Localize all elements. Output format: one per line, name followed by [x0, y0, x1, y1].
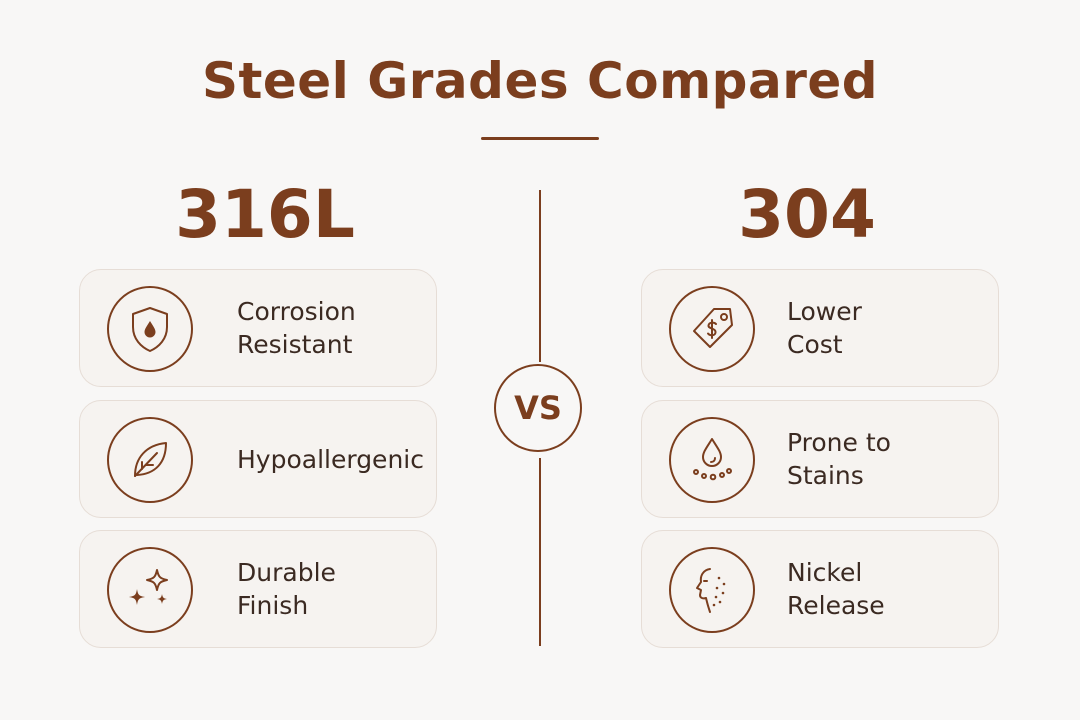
feature-card-corrosion-resistant: Corrosion Resistant [79, 269, 437, 387]
feature-card-nickel-release: Nickel Release [641, 530, 999, 648]
page-title: Steel Grades Compared [201, 52, 879, 110]
leaf-icon [107, 417, 193, 503]
feature-label: Lower Cost [787, 297, 862, 359]
vs-badge: VS [494, 364, 582, 452]
grade-316l-heading: 316L [175, 176, 355, 253]
feature-card-hypoallergenic: Hypoallergenic [79, 400, 437, 518]
grade-304-heading: 304 [738, 176, 876, 253]
feature-card-durable-finish: Durable Finish [79, 530, 437, 648]
feature-label: Corrosion Resistant [237, 297, 356, 359]
feature-label: Nickel Release [787, 558, 885, 620]
price-tag-icon [669, 286, 755, 372]
divider-line-top [539, 190, 541, 362]
feature-label: Prone to Stains [787, 428, 891, 490]
feature-card-prone-to-stains: Prone to Stains [641, 400, 999, 518]
face-irritation-icon [669, 547, 755, 633]
sparkle-icon [107, 547, 193, 633]
shield-drop-icon [107, 286, 193, 372]
drop-stain-icon [669, 417, 755, 503]
feature-label: Durable Finish [237, 558, 336, 620]
title-underline [481, 137, 599, 140]
feature-label: Hypoallergenic [237, 444, 424, 474]
divider-line-bottom [539, 458, 541, 646]
feature-card-lower-cost: Lower Cost [641, 269, 999, 387]
